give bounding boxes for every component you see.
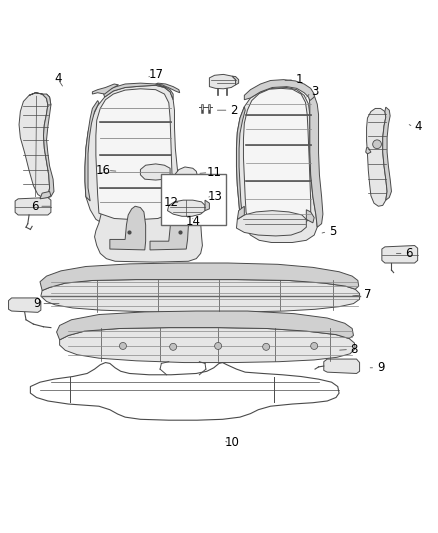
Polygon shape <box>237 107 245 215</box>
Text: 7: 7 <box>364 288 371 301</box>
Text: 1: 1 <box>296 73 304 86</box>
Polygon shape <box>43 94 54 199</box>
Text: 3: 3 <box>311 85 319 99</box>
Polygon shape <box>95 167 202 262</box>
Circle shape <box>373 140 381 149</box>
Polygon shape <box>141 164 170 180</box>
Polygon shape <box>40 263 359 290</box>
Polygon shape <box>85 85 180 226</box>
Circle shape <box>170 343 177 350</box>
Polygon shape <box>367 108 387 206</box>
Polygon shape <box>41 280 360 312</box>
Polygon shape <box>205 200 209 211</box>
Polygon shape <box>92 84 119 94</box>
Polygon shape <box>232 76 239 85</box>
Polygon shape <box>237 211 306 236</box>
Bar <box>161 174 226 225</box>
Text: 10: 10 <box>225 435 240 448</box>
Text: 4: 4 <box>414 120 421 133</box>
Polygon shape <box>237 206 244 220</box>
Text: 9: 9 <box>377 361 384 374</box>
Polygon shape <box>110 206 146 250</box>
Polygon shape <box>167 200 205 216</box>
Text: 9: 9 <box>33 297 41 310</box>
Polygon shape <box>209 75 236 89</box>
Polygon shape <box>150 206 188 250</box>
Polygon shape <box>308 90 323 227</box>
Text: 11: 11 <box>206 166 221 179</box>
Polygon shape <box>103 83 173 100</box>
Text: 2: 2 <box>230 104 238 117</box>
Polygon shape <box>96 89 173 220</box>
Text: 6: 6 <box>31 200 39 213</box>
Polygon shape <box>85 101 99 201</box>
Text: 5: 5 <box>329 225 336 238</box>
Text: 6: 6 <box>405 247 413 260</box>
Text: 4: 4 <box>55 72 62 85</box>
Polygon shape <box>366 148 371 154</box>
Text: 17: 17 <box>148 68 163 81</box>
Polygon shape <box>60 328 355 362</box>
Polygon shape <box>40 191 51 199</box>
Text: 13: 13 <box>207 190 222 203</box>
Polygon shape <box>237 87 317 243</box>
Text: 14: 14 <box>185 215 200 229</box>
Polygon shape <box>324 359 360 374</box>
Polygon shape <box>306 210 314 223</box>
Polygon shape <box>9 298 41 312</box>
Polygon shape <box>15 198 51 215</box>
Circle shape <box>120 343 127 350</box>
Text: 12: 12 <box>163 196 178 209</box>
Polygon shape <box>244 88 311 230</box>
Text: 8: 8 <box>351 343 358 356</box>
Polygon shape <box>29 93 51 105</box>
Circle shape <box>215 343 222 350</box>
Polygon shape <box>19 93 49 199</box>
Polygon shape <box>244 79 314 101</box>
Circle shape <box>263 343 270 350</box>
Circle shape <box>311 343 318 350</box>
Polygon shape <box>155 83 180 93</box>
Polygon shape <box>382 246 418 263</box>
Polygon shape <box>383 107 392 200</box>
Text: 16: 16 <box>96 164 111 177</box>
Polygon shape <box>57 311 353 340</box>
